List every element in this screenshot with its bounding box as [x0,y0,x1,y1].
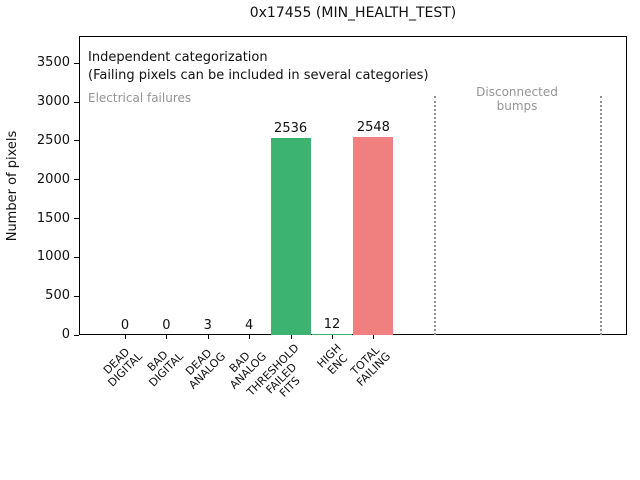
annotation-disconnected-bumps: Disconnected bumps [476,85,558,114]
bar-value-label: 4 [245,318,254,333]
y-tick-mark [74,179,79,181]
bar-value-label: 2548 [356,120,390,136]
region-separator-line [434,96,437,335]
x-tick-mark [166,335,168,339]
bar-value-label: 12 [323,317,341,333]
x-tick-mark [125,335,126,339]
x-tick-mark [207,335,209,339]
bar [270,138,311,335]
y-tick-label: 0 [61,327,70,342]
x-tick-label-text: DEAD ANALOG [182,346,228,392]
y-tick-label: 500 [45,288,70,304]
annotation-independent-categorization: Independent categorization [88,50,268,65]
x-tick-label-text: HIGH ENC [314,341,350,377]
bar [312,334,352,335]
y-tick-mark [74,256,79,258]
y-tick-label: 2000 [36,171,70,187]
y-tick-mark [74,62,79,64]
annotation-note: (Failing pixels can be included in sever… [88,68,429,83]
annotation-electrical-failures: Electrical failures [88,91,192,105]
y-tick-mark [74,140,79,142]
y-tick-mark [74,295,79,297]
region-separator-line [600,96,603,335]
y-tick-mark [74,334,79,336]
y-tick-label: 2500 [36,132,70,148]
y-tick-mark [74,101,79,103]
x-tick-mark [290,335,292,339]
x-tick-label-text: BAD DIGITAL [145,348,187,390]
plot-area [79,36,627,335]
y-tick-label: 3500 [36,55,70,71]
y-tick-label: 3000 [36,94,70,109]
bar-value-label: 3 [203,318,212,333]
y-tick-mark [74,218,79,219]
y-tick-label: 1000 [36,249,70,265]
bar [353,137,394,335]
bar-value-label: 0 [120,318,130,333]
bar-value-label: 0 [162,318,171,333]
x-tick-label-text: TOTAL FAILING [348,343,394,389]
x-tick-label-text: DEAD DIGITAL [100,345,145,390]
x-tick-mark [373,335,375,339]
x-tick-mark [249,335,251,339]
x-tick-mark [332,335,333,339]
bar-value-label: 2536 [274,121,308,137]
chart-title: 0x17455 (MIN_HEALTH_TEST) [249,5,457,21]
y-tick-label: 1500 [36,210,70,226]
